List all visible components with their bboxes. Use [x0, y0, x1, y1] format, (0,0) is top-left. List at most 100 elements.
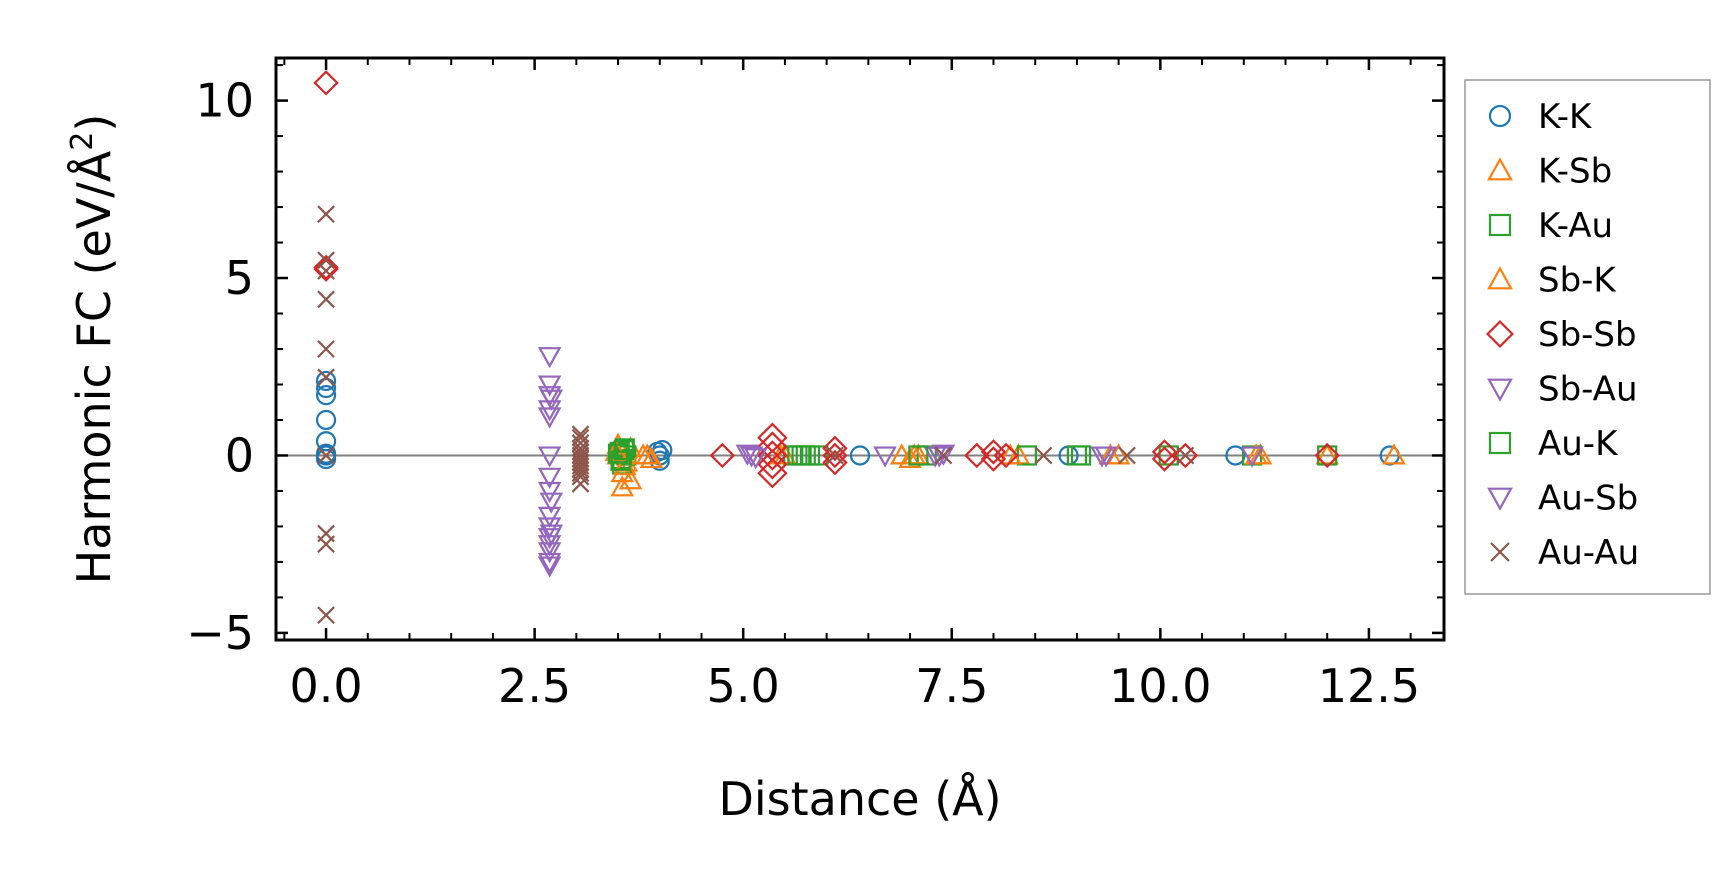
data-point	[1098, 443, 1123, 465]
legend-entry-Sb-Au: Sb-Au	[1487, 370, 1638, 410]
data-point	[537, 407, 562, 429]
data-point	[1066, 445, 1088, 466]
legend-label: K-Au	[1538, 206, 1613, 246]
legend: K-K K-Sb K-Au Sb-K Sb-Sb Sb-Au Au-K Au-Sb Au-Au	[1464, 79, 1711, 595]
plot-frame	[274, 56, 1446, 642]
data-point	[313, 70, 339, 96]
legend-marker	[1488, 213, 1512, 237]
legend-label: Sb-Au	[1538, 370, 1638, 410]
legend-marker	[1488, 431, 1512, 455]
data-point	[849, 445, 871, 466]
data-points-layer	[313, 70, 1406, 625]
data-point	[537, 542, 562, 564]
data-point	[317, 262, 335, 280]
data-point	[537, 556, 562, 578]
data-point	[757, 440, 788, 471]
data-point	[537, 481, 562, 504]
data-point	[934, 446, 953, 465]
x-tick-label: 7.5	[915, 659, 988, 713]
data-point	[631, 443, 655, 465]
legend-entry-K-Sb: K-Sb	[1487, 152, 1612, 192]
data-point	[317, 606, 335, 625]
legend-entry-Sb-Sb: Sb-Sb	[1486, 315, 1637, 355]
data-point	[757, 458, 788, 489]
y-tick-label: 0	[225, 428, 254, 482]
data-point	[537, 535, 562, 557]
y-axis-label-base: Harmonic FC (eV/Å	[67, 150, 121, 584]
data-point	[739, 446, 764, 468]
data-point	[1225, 445, 1246, 466]
data-point	[315, 370, 337, 392]
data-point	[571, 460, 590, 479]
data-point	[898, 446, 922, 469]
data-point	[315, 448, 337, 470]
data-point	[537, 467, 562, 489]
legend-label: Au-Sb	[1538, 479, 1638, 519]
data-point	[1172, 442, 1199, 469]
y-axis-label-close: )	[67, 114, 121, 132]
data-point	[571, 434, 590, 452]
legend-entry-K-K: K-K	[1488, 97, 1593, 137]
series-Au-Sb	[539, 389, 1114, 546]
data-point	[537, 375, 562, 397]
legend-entry-Sb-K: Sb-K	[1487, 261, 1617, 301]
data-point	[539, 389, 564, 411]
data-point	[709, 442, 736, 469]
legend-entry-Au-Sb: Au-Sb	[1487, 479, 1638, 519]
y-tick-label: 5	[225, 251, 254, 305]
data-point	[826, 446, 844, 465]
data-point	[607, 443, 629, 464]
legend-marker	[1486, 320, 1514, 348]
data-point	[1151, 439, 1178, 465]
data-point	[1382, 443, 1406, 465]
data-point	[822, 442, 848, 469]
data-point	[993, 442, 1019, 469]
data-point	[537, 400, 562, 422]
legend-entry-Au-Au: Au-Au	[1490, 533, 1639, 573]
legend-label: Sb-Sb	[1538, 315, 1637, 355]
data-point	[571, 474, 590, 493]
data-point	[931, 444, 956, 466]
series-Au-Au	[317, 205, 1195, 625]
legend-label: K-K	[1538, 97, 1593, 137]
legend-marker	[1487, 487, 1513, 511]
data-point	[537, 552, 562, 575]
x-tick-label: 2.5	[498, 659, 571, 713]
data-point	[618, 468, 643, 490]
data-point	[317, 340, 335, 358]
data-point	[315, 377, 337, 399]
x-tick-label: 5.0	[707, 659, 780, 713]
data-point	[822, 435, 848, 462]
data-point	[613, 440, 634, 461]
legend-label: Sb-K	[1538, 261, 1617, 301]
data-point	[313, 256, 339, 282]
data-point	[1151, 446, 1178, 472]
data-point	[822, 449, 848, 476]
legend-label: K-Sb	[1538, 152, 1612, 192]
data-point	[743, 448, 768, 470]
data-point	[873, 446, 897, 468]
data-point	[1034, 446, 1053, 465]
legend-marker	[1488, 104, 1512, 128]
data-point	[610, 461, 634, 483]
legend-entry-Au-K: Au-K	[1488, 424, 1619, 464]
data-point	[610, 475, 634, 497]
data-point	[539, 492, 564, 514]
data-point	[735, 444, 760, 466]
x-tick-label: 0.0	[289, 659, 362, 713]
data-point	[1176, 446, 1195, 465]
data-point	[908, 445, 929, 466]
data-point	[537, 347, 562, 369]
data-point	[571, 467, 590, 486]
data-point	[1240, 446, 1264, 468]
legend-marker	[1487, 266, 1513, 290]
legend-marker	[1487, 378, 1513, 402]
data-point	[757, 449, 788, 480]
y-axis-label: Harmonic FC (eV/Å2)	[65, 114, 121, 585]
data-point	[317, 446, 335, 465]
data-point	[317, 290, 335, 309]
data-point	[317, 368, 335, 387]
data-point	[315, 385, 337, 406]
data-point	[537, 517, 562, 539]
